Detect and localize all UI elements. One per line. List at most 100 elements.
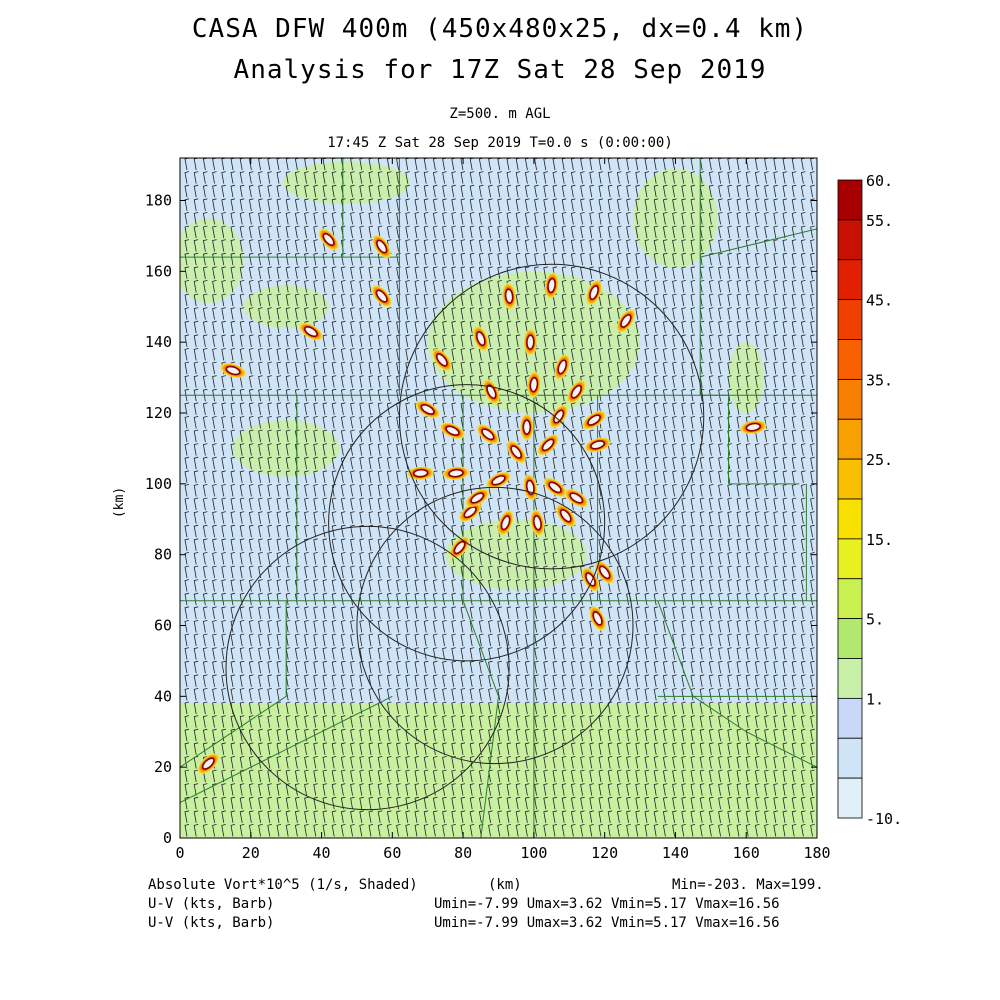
wind-barb <box>460 565 466 579</box>
wind-barb <box>764 266 769 279</box>
wind-barb <box>764 579 769 592</box>
wind-barb <box>764 660 769 674</box>
wind-barb <box>561 443 567 456</box>
wind-barb <box>580 674 585 687</box>
wind-barb <box>414 184 420 198</box>
wind-barb <box>708 307 714 320</box>
wind-barb <box>607 511 613 524</box>
wind-barb <box>754 280 760 293</box>
wind-barb <box>653 497 659 511</box>
vorticity-contour <box>225 365 241 376</box>
wind-barb <box>524 824 530 837</box>
wind-barb <box>754 538 760 551</box>
wind-barb <box>662 579 668 592</box>
wind-barb <box>736 429 742 443</box>
wind-barb <box>469 388 475 402</box>
wind-barb <box>672 701 677 715</box>
wind-barb <box>405 402 410 415</box>
wind-barb <box>414 171 420 184</box>
wind-barb <box>810 660 815 674</box>
wind-barb <box>350 756 355 769</box>
wind-barb <box>322 688 328 701</box>
wind-barb <box>580 606 585 619</box>
wind-barb <box>331 511 337 524</box>
wind-barb <box>764 497 769 511</box>
wind-barb <box>543 402 548 415</box>
wind-barb <box>202 579 208 592</box>
wind-barb <box>350 742 355 755</box>
vorticity-cell <box>563 488 589 508</box>
wind-barb <box>580 511 585 524</box>
wind-barb <box>690 280 696 293</box>
wind-barb <box>745 484 751 497</box>
wind-barb <box>368 456 374 470</box>
wind-barb <box>350 592 355 606</box>
wind-barb <box>451 497 456 511</box>
wind-barb <box>552 348 558 361</box>
wind-barb <box>607 688 613 701</box>
wind-barb <box>524 579 530 592</box>
level-label: Z=500. m AGL <box>449 106 551 122</box>
wind-barb <box>405 620 410 633</box>
wind-barb <box>451 484 456 497</box>
wind-barb <box>488 660 493 674</box>
wind-barb <box>782 606 788 619</box>
wind-barb <box>580 796 585 810</box>
wind-barb <box>810 796 815 810</box>
wind-barb <box>488 320 493 334</box>
y-tick-label: 140 <box>145 333 172 351</box>
wind-barb <box>331 484 337 497</box>
wind-barb <box>432 810 438 823</box>
wind-barb <box>294 728 300 742</box>
wind-barb <box>736 633 742 647</box>
wind-barb <box>451 320 456 334</box>
wind-barb <box>442 252 447 266</box>
y-axis-label: (km) <box>112 486 128 519</box>
wind-barb <box>506 375 512 388</box>
vorticity-contour <box>541 438 555 452</box>
wind-barb <box>331 416 337 429</box>
colorbar-segment <box>837 498 863 540</box>
wind-barb <box>184 769 190 783</box>
wind-barb <box>469 538 475 551</box>
wind-barb <box>580 307 585 320</box>
wind-barb <box>248 565 254 579</box>
wind-barb <box>193 307 199 320</box>
wind-barb <box>368 320 374 334</box>
wind-barb <box>589 592 594 606</box>
wind-barb <box>359 470 364 483</box>
wind-barb <box>773 715 778 728</box>
wind-barb <box>368 429 374 443</box>
wind-barb <box>350 334 355 347</box>
wind-barb <box>764 184 769 198</box>
wind-barb <box>230 266 236 279</box>
wind-barb <box>460 225 466 239</box>
wind-barb <box>754 552 760 565</box>
wind-barb <box>239 239 245 252</box>
wind-barb <box>791 239 797 252</box>
wind-barb <box>386 647 392 660</box>
wind-barb <box>497 239 502 252</box>
wind-barb <box>672 470 677 483</box>
wind-barb <box>276 280 282 293</box>
wind-barb <box>653 810 659 823</box>
wind-barb <box>635 320 640 334</box>
wind-barb <box>294 198 300 211</box>
wind-barb <box>561 524 567 538</box>
wind-barb <box>405 334 410 347</box>
wind-barb <box>285 293 291 307</box>
wind-barb <box>350 660 355 674</box>
wind-barb <box>377 674 383 687</box>
wind-barb <box>184 456 190 470</box>
wind-barb <box>497 796 502 810</box>
wind-barb <box>534 715 539 728</box>
wind-barb <box>764 456 769 470</box>
wind-barb <box>212 796 217 810</box>
wind-barb <box>662 388 668 402</box>
wind-barb <box>598 375 604 388</box>
wind-barb <box>764 293 769 307</box>
wind-barb <box>248 647 254 660</box>
wind-barb <box>515 429 521 443</box>
wind-barb <box>313 756 318 769</box>
wind-barb <box>294 674 300 687</box>
